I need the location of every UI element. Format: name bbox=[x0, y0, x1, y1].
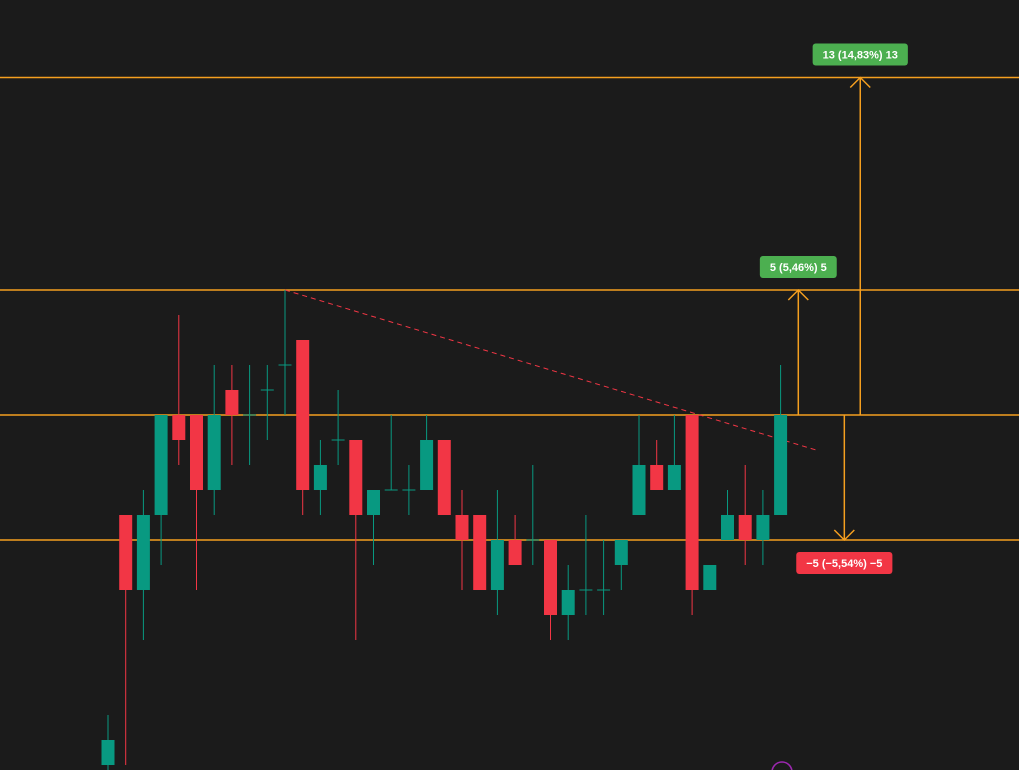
candle-body bbox=[367, 490, 380, 515]
arrow-head bbox=[787, 288, 809, 301]
candle-body bbox=[614, 540, 628, 565]
candle-body bbox=[243, 414, 257, 416]
candle-body bbox=[579, 589, 593, 591]
candle-body bbox=[561, 590, 575, 615]
candle-body bbox=[738, 515, 752, 540]
candle-body bbox=[703, 565, 717, 590]
candle-body bbox=[136, 515, 150, 590]
candle-body bbox=[296, 340, 310, 490]
candle-body bbox=[508, 540, 522, 565]
candle-body bbox=[384, 489, 398, 491]
candle-body bbox=[225, 390, 239, 415]
candle-body bbox=[190, 415, 203, 490]
candle-body bbox=[632, 465, 646, 515]
candle-body bbox=[101, 740, 115, 765]
candle-body bbox=[490, 540, 504, 590]
candle-body bbox=[455, 515, 469, 540]
candle-body bbox=[119, 515, 133, 590]
candle-body bbox=[774, 415, 788, 515]
candle-body bbox=[331, 439, 345, 441]
candle-body bbox=[154, 415, 168, 515]
candle-body bbox=[526, 539, 540, 541]
candle-body bbox=[544, 540, 557, 615]
candle-body bbox=[437, 440, 451, 515]
candle-body bbox=[207, 415, 221, 490]
arrow-head bbox=[849, 76, 871, 89]
measure-label-box bbox=[812, 43, 908, 66]
candle-body bbox=[756, 515, 770, 540]
candle-body bbox=[402, 489, 416, 491]
candle-body bbox=[650, 465, 664, 490]
candle-body bbox=[260, 389, 274, 391]
measure-label-box bbox=[759, 256, 837, 278]
candle-body bbox=[473, 515, 487, 590]
marker-icon bbox=[771, 761, 793, 770]
candle-body bbox=[721, 515, 734, 540]
measure-label-box bbox=[796, 552, 893, 574]
candle-body bbox=[667, 465, 681, 490]
arrow-head bbox=[833, 529, 855, 542]
candle-body bbox=[685, 415, 699, 590]
candle-body bbox=[349, 440, 363, 515]
candle-body bbox=[172, 415, 186, 440]
candle-body bbox=[597, 589, 611, 591]
measure-label: 13 (14,83%) 13 bbox=[823, 49, 898, 61]
candle-body bbox=[420, 440, 434, 490]
candle-body bbox=[278, 364, 292, 366]
measure-label: −5 (−5,54%) −5 bbox=[806, 558, 882, 570]
trend-line bbox=[284, 289, 817, 451]
measure-label: 5 (5,46%) 5 bbox=[770, 262, 827, 274]
candle-body bbox=[313, 465, 327, 490]
